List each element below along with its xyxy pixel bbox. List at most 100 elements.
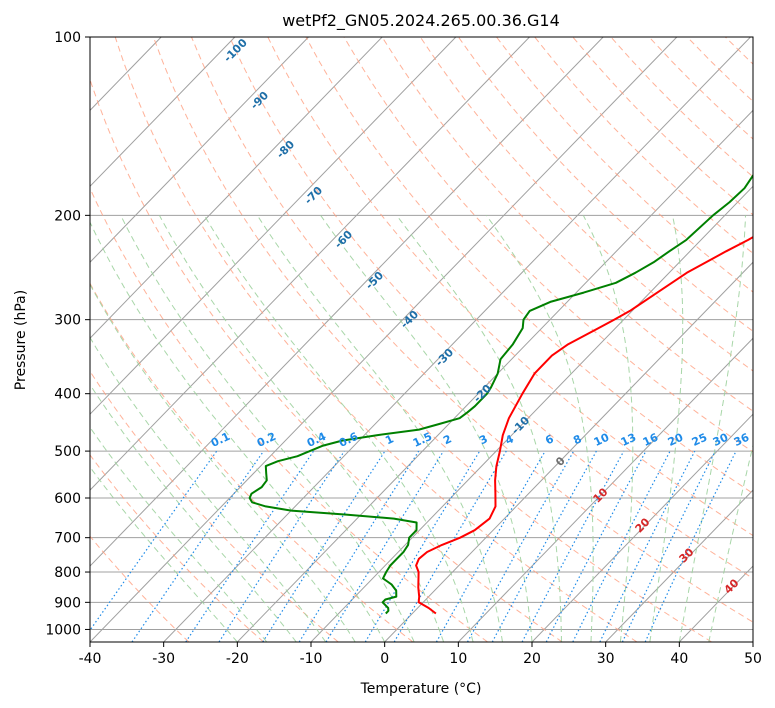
plot-frame: [89, 36, 754, 643]
moist-adiabat-line: [485, 215, 594, 642]
mixing-ratio-line: [572, 450, 671, 642]
plot-series: [248, 173, 753, 615]
isotherm-line: [752, 641, 753, 642]
isotherm-line: [90, 37, 309, 263]
dry-adiabat-line: [90, 282, 414, 642]
dry-adiabat-label: -20: [471, 382, 494, 405]
moist-adiabat-label: 40: [722, 576, 742, 596]
x-tick-label: 30: [597, 651, 615, 667]
y-tick-label: 400: [54, 387, 81, 403]
x-tick-label: -20: [226, 651, 249, 667]
moist-adiabat-line: [120, 215, 415, 642]
dry-adiabat-line: [648, 37, 753, 140]
x-tick-label: 20: [523, 651, 541, 667]
isotherm-line: [163, 37, 751, 642]
mixing-ratio-line: [521, 450, 625, 642]
mixing-ratio-line: [185, 450, 314, 642]
dry-adiabat-label: -30: [433, 346, 456, 369]
dry-adiabat-line: [343, 37, 753, 453]
moist-adiabat-line: [90, 336, 327, 642]
moist-adiabat-line: [158, 215, 445, 642]
mixing-ratio-label: 6: [543, 432, 556, 447]
moist-adiabat-line: [396, 215, 562, 642]
y-tick-label: 200: [54, 208, 81, 224]
y-tick-label: 600: [54, 491, 81, 507]
mixing-ratio-line: [218, 450, 345, 642]
isotherm-line: [531, 413, 753, 642]
y-tick-label: 1000: [45, 622, 81, 638]
mixing-ratio-label: 3: [477, 432, 489, 447]
mixing-ratio-line: [90, 450, 218, 632]
dry-adiabat-line: [114, 37, 638, 642]
mixing-ratio-label: 0.6: [337, 430, 360, 450]
y-tick-label: 100: [54, 30, 81, 46]
x-axis-label: Temperature (°C): [360, 681, 482, 697]
moist-adiabat-line: [203, 215, 474, 642]
dry-adiabat-label: -40: [398, 308, 421, 331]
isotherm-line: [90, 37, 457, 415]
mixing-ratio-line: [262, 450, 386, 642]
dry-adiabat-line: [90, 77, 563, 642]
dry-adiabat-label: -70: [302, 184, 325, 207]
moist-adiabat-line: [90, 221, 386, 642]
mixing-ratio-label: 16: [641, 431, 661, 449]
dry-adiabat-line: [686, 37, 753, 103]
plot-grid: [0, 37, 753, 642]
mixing-ratio-line: [491, 450, 597, 642]
mixing-ratio-line: [364, 450, 481, 642]
y-tick-label: 500: [54, 444, 81, 460]
dewpoint-profile-line: [248, 173, 753, 615]
moist-adiabat-line: [678, 215, 746, 642]
dry-adiabat-label: -60: [332, 228, 355, 251]
x-tick-label: -10: [300, 651, 323, 667]
moist-adiabat-label: 20: [633, 515, 653, 535]
isotherm-line: [384, 261, 753, 642]
mixing-ratio-line: [599, 450, 696, 642]
y-tick-label: 800: [54, 565, 81, 581]
dry-adiabat-label: -80: [274, 138, 297, 161]
dry-adiabat-line: [534, 37, 753, 254]
isotherm-line: [310, 185, 753, 642]
dry-adiabat-label: -100: [221, 36, 250, 65]
mixing-ratio-label: 30: [711, 431, 731, 449]
isotherm-line: [90, 37, 530, 491]
mixing-ratio-label: 0.4: [305, 430, 328, 450]
isotherm-line: [90, 37, 383, 339]
moist-adiabat-line: [90, 283, 356, 642]
mixing-ratio-label: 20: [666, 431, 686, 449]
isotherm-line: [90, 37, 236, 188]
moist-adiabat-line: [649, 215, 684, 642]
isotherm-line: [0, 37, 14, 642]
x-tick-label: 10: [449, 651, 467, 667]
moist-adiabat-line: [582, 215, 634, 642]
y-tick-label: 300: [54, 313, 81, 329]
mixing-ratio-line: [545, 450, 647, 642]
mixing-ratio-line: [466, 450, 575, 642]
mixing-ratio-label: 36: [732, 431, 752, 449]
dry-adiabat-line: [457, 37, 753, 332]
temperature-profile-line: [415, 236, 753, 615]
moist-adiabat-line: [90, 383, 297, 642]
dry-adiabat-line: [419, 37, 753, 372]
dry-adiabat-line: [191, 37, 753, 623]
dry-adiabat-line: [496, 37, 753, 293]
x-tick-label: 50: [744, 651, 762, 667]
dry-adiabat-line: [572, 37, 753, 216]
mixing-ratio-label: 0.2: [255, 430, 278, 450]
y-axis-label: Pressure (hPa): [13, 290, 29, 390]
dry-adiabat-line: [90, 187, 488, 642]
dry-adiabat-label: -90: [248, 89, 271, 112]
x-tick-label: -30: [152, 651, 175, 667]
mixing-ratio-label: 25: [690, 431, 709, 449]
x-tick-label: 40: [670, 651, 688, 667]
dry-adiabat-line: [724, 37, 753, 65]
isotherm-line: [90, 37, 678, 642]
chart-title: wetPf2_GN05.2024.265.00.36.G14: [282, 11, 560, 31]
moist-adiabat-line: [90, 426, 268, 642]
x-tick-label: -40: [79, 651, 102, 667]
isotherm-line: [90, 37, 604, 567]
mixing-ratio-label: 13: [619, 431, 638, 449]
mixing-ratio-label: 10: [592, 431, 612, 449]
